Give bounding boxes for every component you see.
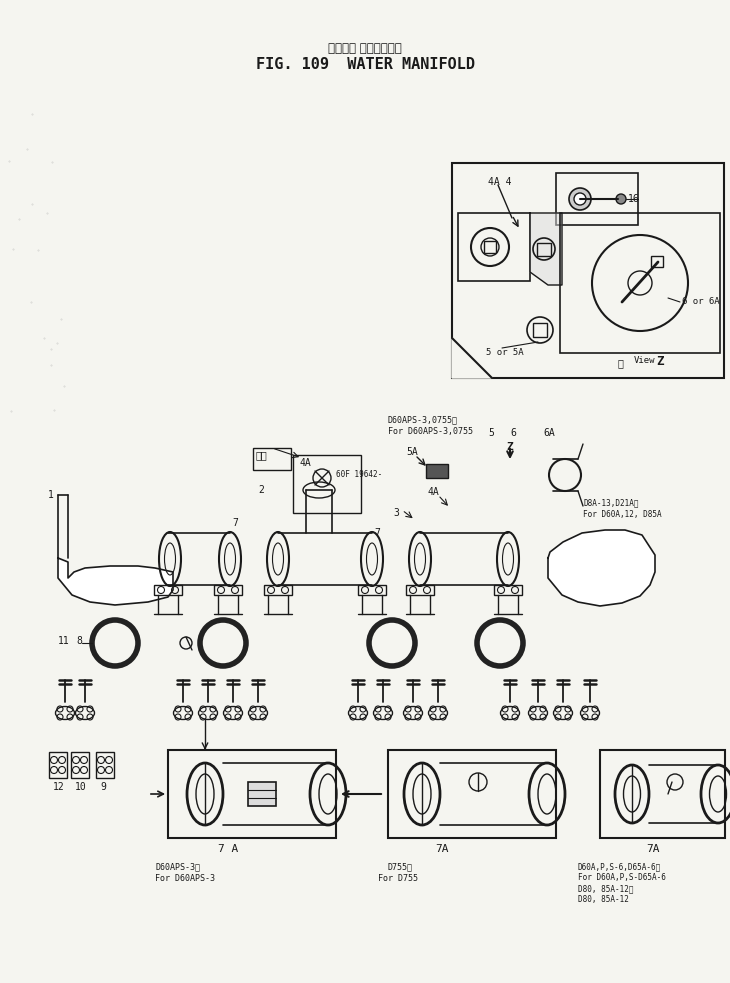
Bar <box>253 448 291 470</box>
Circle shape <box>569 188 591 210</box>
Text: For D755: For D755 <box>378 874 418 883</box>
Bar <box>458 213 530 281</box>
Text: 6: 6 <box>510 428 516 438</box>
Text: View: View <box>634 356 656 365</box>
Text: 7: 7 <box>374 528 380 538</box>
Bar <box>214 585 242 595</box>
Bar <box>168 750 336 838</box>
Text: Z: Z <box>506 442 512 452</box>
Text: 4A: 4A <box>300 458 312 468</box>
Text: 9: 9 <box>100 782 106 792</box>
Bar <box>248 782 276 806</box>
Bar <box>264 585 292 595</box>
Text: 7 A: 7 A <box>218 844 238 854</box>
Bar <box>452 163 724 378</box>
Bar <box>406 585 434 595</box>
Text: 5 or 5A: 5 or 5A <box>486 348 523 357</box>
Text: ウォータ マニホールド: ウォータ マニホールド <box>328 42 402 55</box>
Circle shape <box>574 193 586 205</box>
Bar <box>556 173 638 225</box>
Bar <box>154 585 182 595</box>
Bar <box>293 455 361 513</box>
Text: 7A: 7A <box>435 844 448 854</box>
Text: 4A: 4A <box>428 487 439 497</box>
Text: 60F 19642-: 60F 19642- <box>336 470 383 479</box>
Text: 11: 11 <box>58 636 70 646</box>
Bar <box>358 585 386 595</box>
Text: 5: 5 <box>488 428 494 438</box>
Bar <box>426 464 448 478</box>
Text: FIG. 109  WATER MANIFOLD: FIG. 109 WATER MANIFOLD <box>255 57 474 72</box>
Text: D755用: D755用 <box>388 862 413 871</box>
Text: For D60A,12, D85A: For D60A,12, D85A <box>583 510 661 519</box>
Text: D60APS-3,0755用: D60APS-3,0755用 <box>388 415 458 424</box>
Text: D80, 85A-12用: D80, 85A-12用 <box>578 884 634 893</box>
Circle shape <box>616 194 626 204</box>
Bar <box>537 243 551 256</box>
Text: 16: 16 <box>628 194 639 204</box>
Text: 矢示: 矢示 <box>256 450 268 460</box>
Bar <box>484 241 496 253</box>
Bar <box>388 750 556 838</box>
Bar <box>494 585 522 595</box>
Bar <box>560 213 720 353</box>
Polygon shape <box>548 530 655 606</box>
Text: 2: 2 <box>258 485 264 495</box>
Bar <box>71 752 89 778</box>
Bar <box>651 256 663 267</box>
Text: 5A: 5A <box>406 447 418 457</box>
Text: D8A-13,D21A用: D8A-13,D21A用 <box>583 498 639 507</box>
Text: 10: 10 <box>75 782 87 792</box>
Text: 1: 1 <box>48 490 54 500</box>
Text: 8: 8 <box>76 636 82 646</box>
Polygon shape <box>452 338 492 378</box>
Text: 3: 3 <box>393 508 399 518</box>
Text: 矢: 矢 <box>618 358 624 368</box>
Text: 6 or 6A: 6 or 6A <box>682 297 720 306</box>
Text: For D60A,P,S-D65A-6: For D60A,P,S-D65A-6 <box>578 873 666 882</box>
Bar <box>49 752 67 778</box>
Text: D60APS-3用: D60APS-3用 <box>155 862 200 871</box>
Text: 4A 4: 4A 4 <box>488 177 512 187</box>
Bar <box>600 750 725 838</box>
Text: D80, 85A-12: D80, 85A-12 <box>578 895 629 904</box>
Bar <box>96 752 114 778</box>
Bar <box>533 323 547 337</box>
Text: Z: Z <box>656 355 664 368</box>
Text: 6A: 6A <box>543 428 555 438</box>
Text: For D60APS-3: For D60APS-3 <box>155 874 215 883</box>
Text: 12: 12 <box>53 782 65 792</box>
Polygon shape <box>58 558 173 605</box>
Polygon shape <box>530 213 562 285</box>
Text: 7A: 7A <box>646 844 659 854</box>
Text: For D60APS-3,0755: For D60APS-3,0755 <box>388 427 473 436</box>
Text: 7: 7 <box>232 518 238 528</box>
Text: D60A,P,S-6,D65A-6用: D60A,P,S-6,D65A-6用 <box>578 862 661 871</box>
